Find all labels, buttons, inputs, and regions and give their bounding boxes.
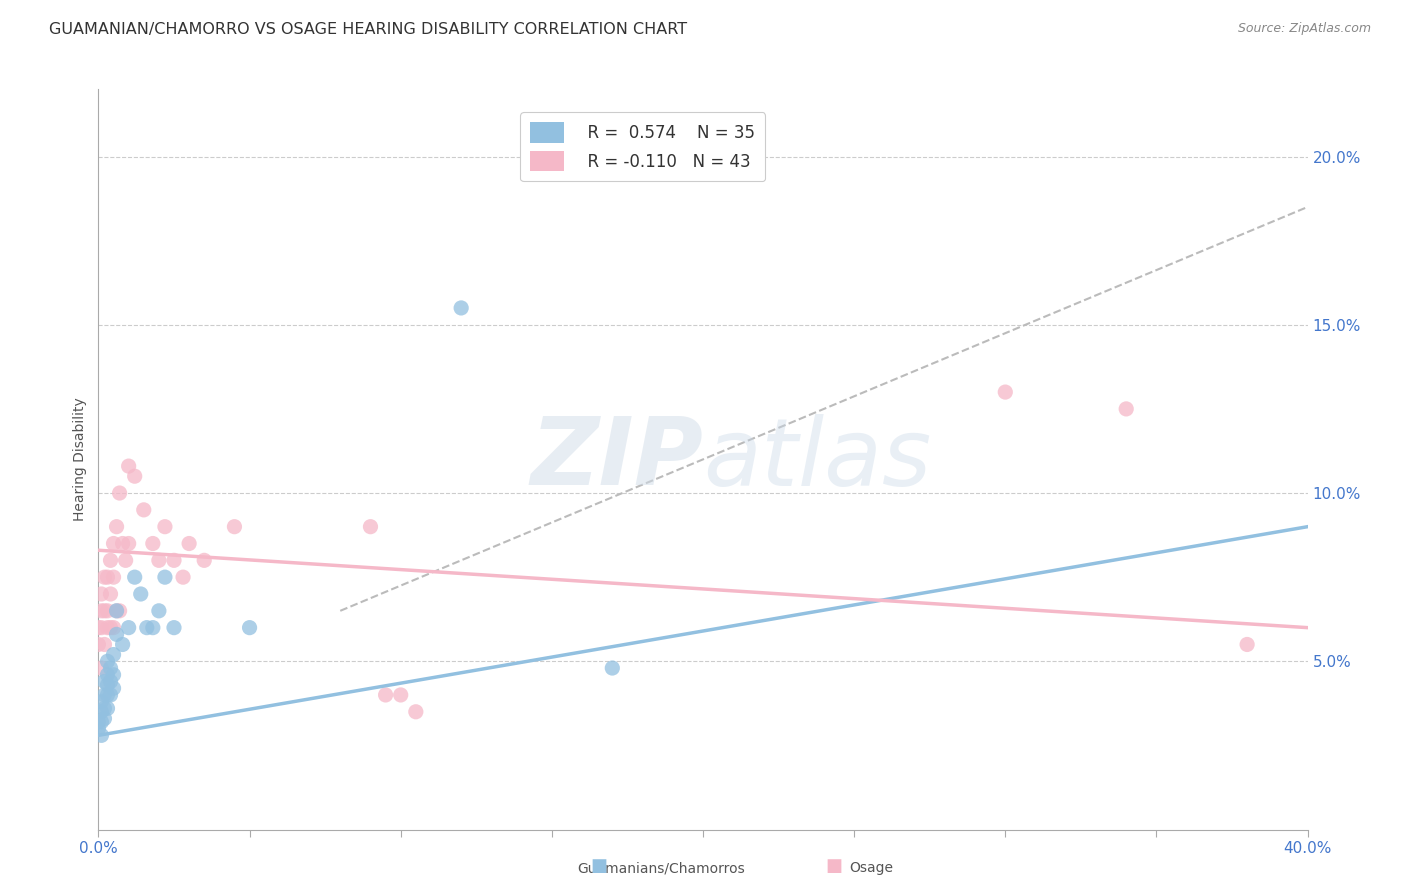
- Point: [100, 553, 122, 567]
- Point: [124, 570, 146, 584]
- Point: [111, 637, 134, 651]
- Point: [100, 661, 122, 675]
- Point: [450, 301, 472, 315]
- Point: [163, 553, 186, 567]
- Point: [103, 667, 125, 681]
- Point: [179, 536, 201, 550]
- Text: ZIP: ZIP: [530, 413, 703, 506]
- Point: [87, 714, 110, 729]
- Point: [153, 570, 176, 584]
- Text: Osage: Osage: [849, 862, 894, 875]
- Point: [118, 621, 141, 635]
- Point: [90, 604, 112, 618]
- Point: [90, 705, 112, 719]
- Point: [96, 654, 118, 668]
- Point: [389, 688, 412, 702]
- Point: [105, 519, 128, 533]
- Point: [193, 553, 215, 567]
- Point: [405, 705, 427, 719]
- Point: [118, 459, 141, 474]
- Text: Guamanians/Chamorros: Guamanians/Chamorros: [576, 862, 745, 875]
- Point: [602, 661, 624, 675]
- Point: [1236, 637, 1258, 651]
- Point: [96, 604, 118, 618]
- Point: [93, 712, 115, 726]
- Text: Source: ZipAtlas.com: Source: ZipAtlas.com: [1237, 22, 1371, 36]
- Point: [163, 621, 186, 635]
- Point: [100, 587, 122, 601]
- Point: [132, 503, 155, 517]
- Point: [142, 536, 165, 550]
- Point: [93, 701, 115, 715]
- Point: [374, 688, 396, 702]
- Point: [87, 637, 110, 651]
- Point: [96, 570, 118, 584]
- Point: [103, 648, 125, 662]
- Point: [108, 486, 131, 500]
- Point: [148, 604, 170, 618]
- Text: GUAMANIAN/CHAMORRO VS OSAGE HEARING DISABILITY CORRELATION CHART: GUAMANIAN/CHAMORRO VS OSAGE HEARING DISA…: [49, 22, 688, 37]
- Legend:   R =  0.574    N = 35,   R = -0.110   N = 43: R = 0.574 N = 35, R = -0.110 N = 43: [520, 112, 765, 181]
- Y-axis label: Hearing Disability: Hearing Disability: [73, 398, 87, 521]
- Point: [118, 536, 141, 550]
- Point: [96, 678, 118, 692]
- Point: [103, 536, 125, 550]
- Point: [93, 688, 115, 702]
- Point: [100, 688, 122, 702]
- Point: [96, 688, 118, 702]
- Point: [142, 621, 165, 635]
- Point: [148, 553, 170, 567]
- Text: ■: ■: [825, 856, 842, 874]
- Text: ■: ■: [591, 856, 607, 874]
- Point: [90, 661, 112, 675]
- Point: [129, 587, 152, 601]
- Point: [100, 674, 122, 689]
- Point: [114, 553, 136, 567]
- Point: [93, 604, 115, 618]
- Point: [93, 674, 115, 689]
- Point: [90, 714, 112, 729]
- Point: [103, 681, 125, 696]
- Point: [360, 519, 382, 533]
- Point: [105, 604, 128, 618]
- Point: [135, 621, 157, 635]
- Point: [96, 667, 118, 681]
- Point: [93, 570, 115, 584]
- Point: [100, 621, 122, 635]
- Point: [93, 637, 115, 651]
- Point: [111, 536, 134, 550]
- Text: atlas: atlas: [703, 414, 931, 505]
- Point: [96, 701, 118, 715]
- Point: [172, 570, 194, 584]
- Point: [103, 570, 125, 584]
- Point: [90, 728, 112, 742]
- Point: [90, 695, 112, 709]
- Point: [103, 621, 125, 635]
- Point: [108, 604, 131, 618]
- Point: [87, 621, 110, 635]
- Point: [90, 621, 112, 635]
- Point: [239, 621, 262, 635]
- Point: [90, 587, 112, 601]
- Point: [994, 385, 1017, 400]
- Point: [105, 627, 128, 641]
- Point: [105, 604, 128, 618]
- Point: [96, 621, 118, 635]
- Point: [224, 519, 246, 533]
- Point: [87, 722, 110, 736]
- Point: [153, 519, 176, 533]
- Point: [124, 469, 146, 483]
- Point: [1115, 401, 1137, 416]
